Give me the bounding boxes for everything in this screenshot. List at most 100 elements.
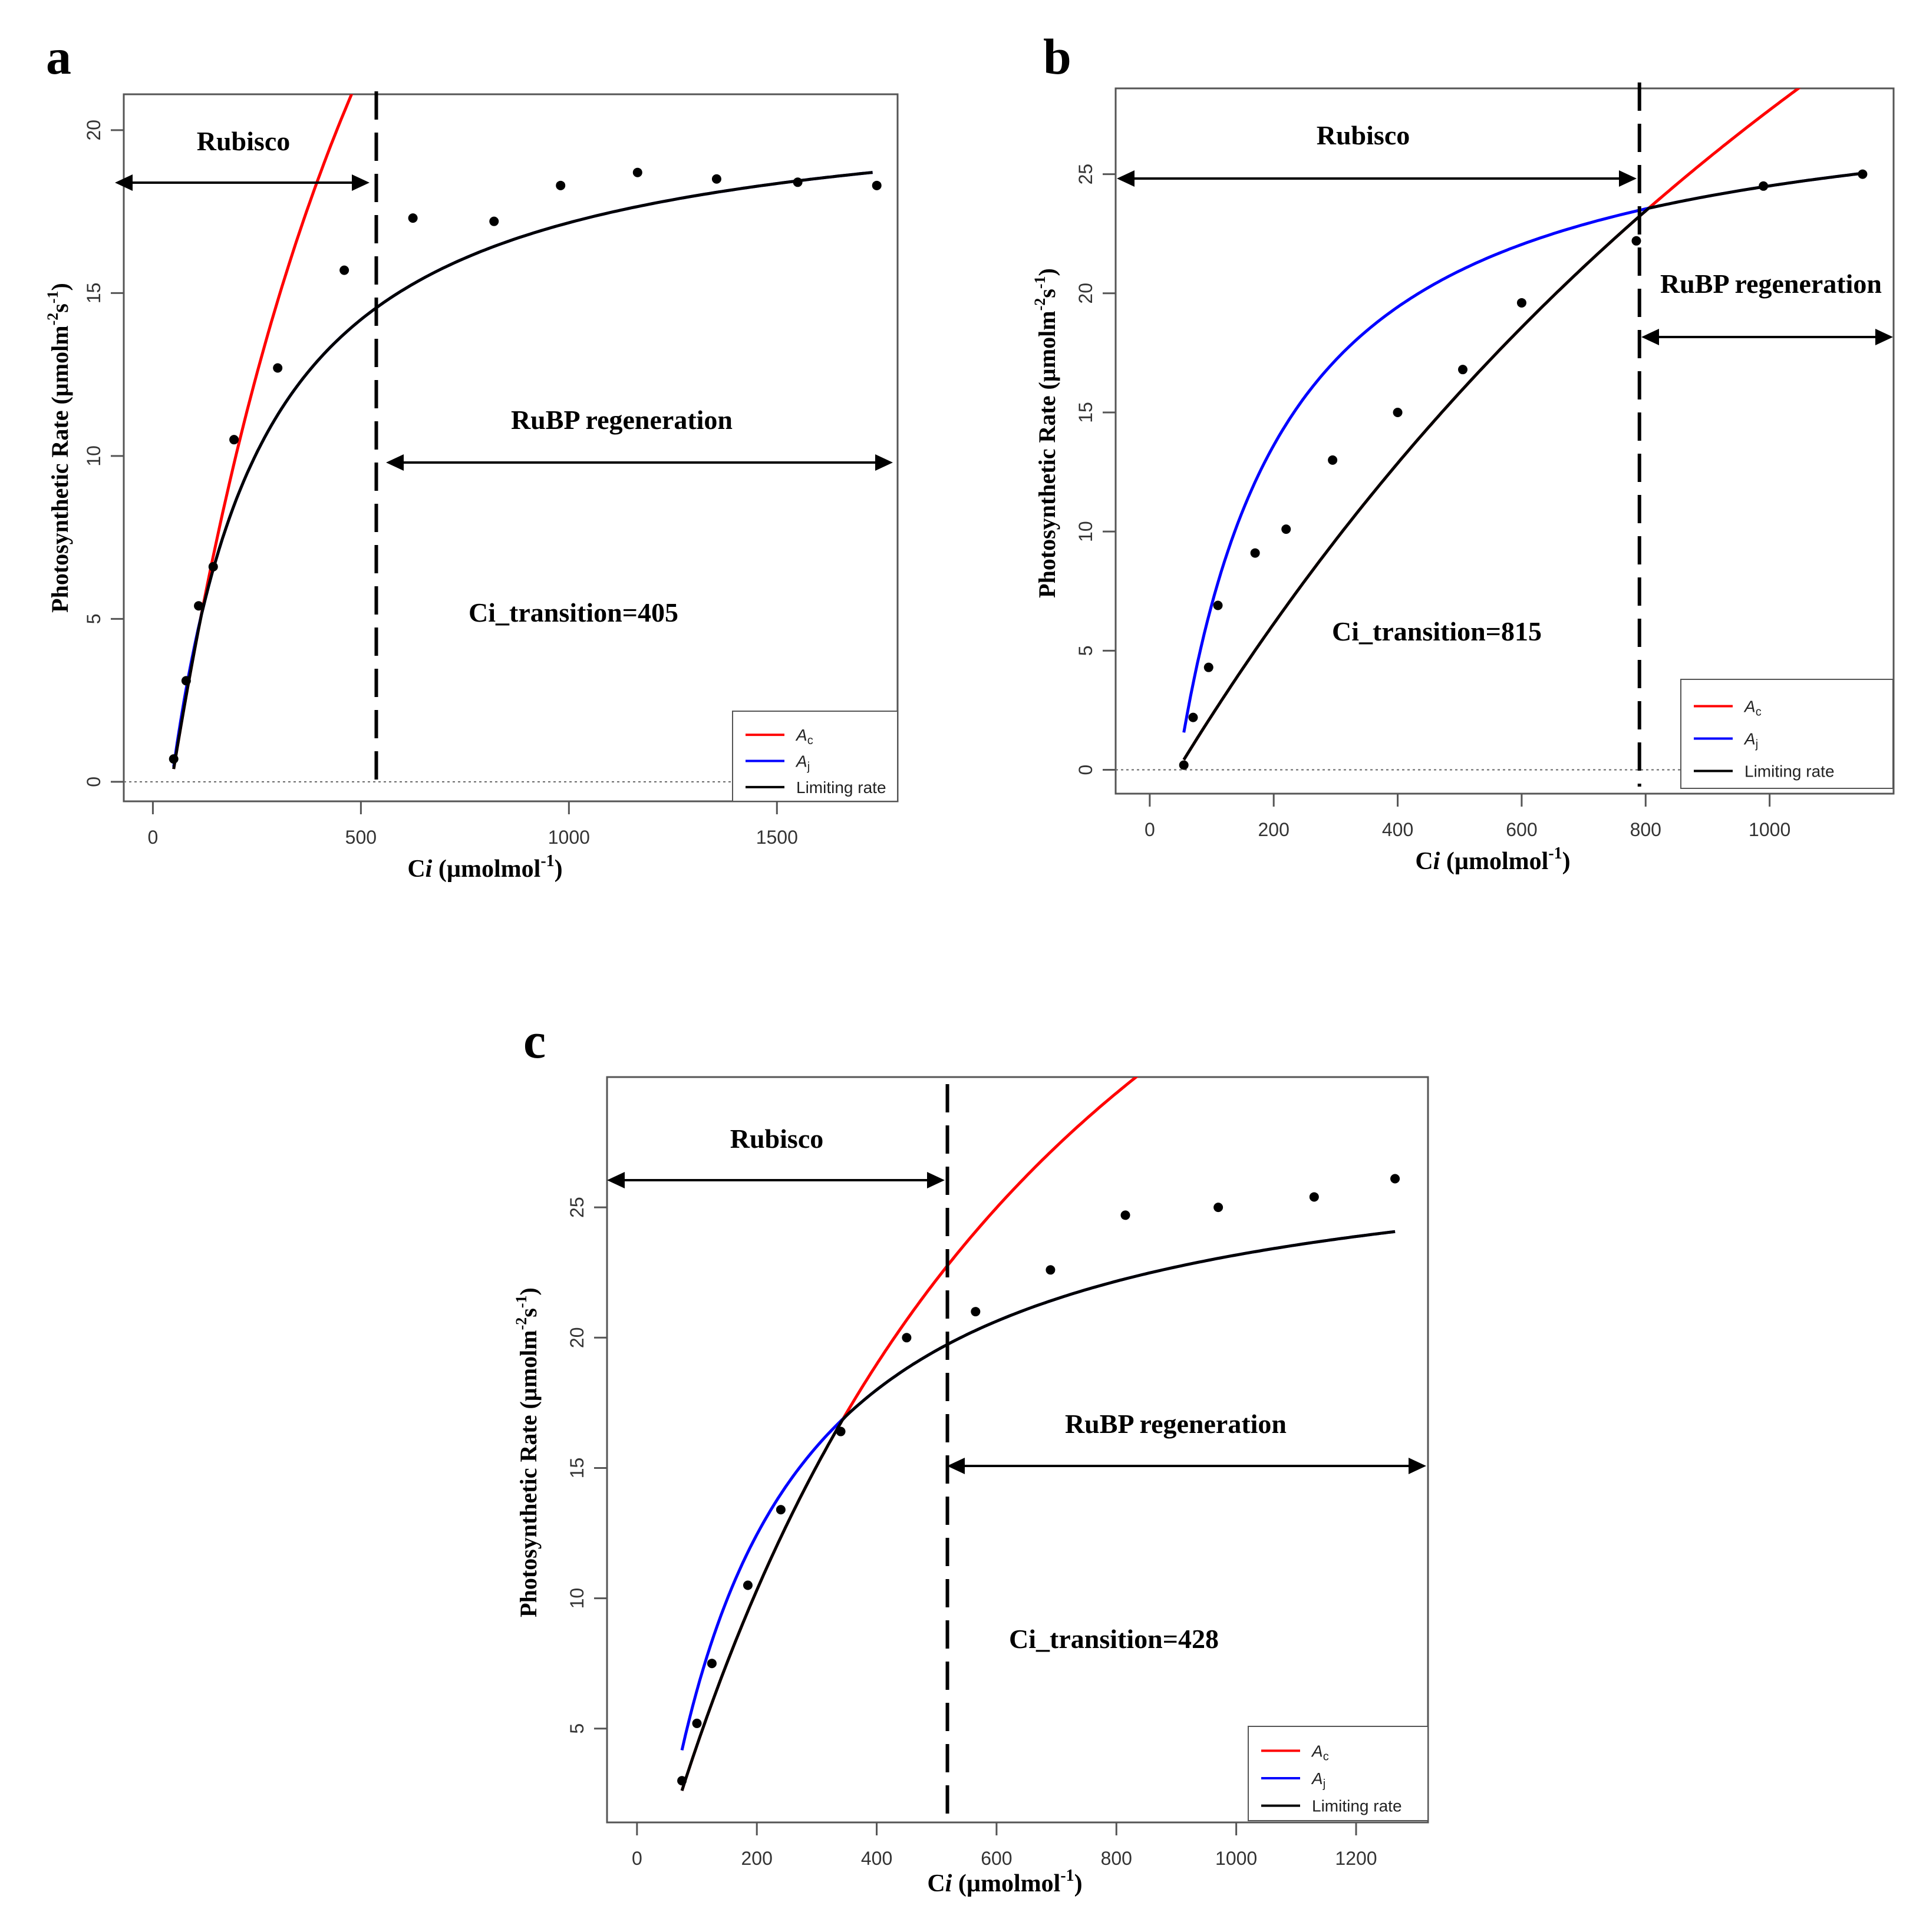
data-point — [1631, 236, 1641, 246]
legend-entry-label: Aj — [1743, 730, 1758, 751]
panel-b-label: b — [1043, 28, 1071, 85]
panel-c-label: c — [523, 1012, 546, 1069]
x-axis-title-exp: -1 — [540, 852, 554, 870]
rubisco-range-arrow — [115, 174, 370, 191]
rubisco-label: Rubisco — [1317, 120, 1410, 150]
y-axis-title-mid: s — [47, 303, 73, 313]
x-axis-title-c: C — [927, 1870, 945, 1897]
x-tick-label: 0 — [1145, 819, 1155, 840]
ci-transition-annotation: Ci_transition=428 — [1009, 1624, 1219, 1654]
x-axis-title-exp: -1 — [1548, 844, 1562, 863]
y-tick-label: 25 — [1075, 164, 1096, 185]
data-point — [1393, 407, 1403, 417]
data-point — [872, 180, 882, 190]
x-axis-title-unit: (µmolmol — [952, 1870, 1060, 1897]
legend-entry-label: Ac — [1311, 1742, 1329, 1763]
x-tick-label: 400 — [861, 1848, 892, 1869]
y-axis-title: Photosynthetic Rate (µmolm-2s-1) — [44, 283, 73, 613]
rubisco-range-arrow — [1117, 170, 1637, 187]
data-point — [743, 1580, 753, 1590]
legend: Ac Aj Limiting rate — [1680, 679, 1894, 789]
x-axis-title-unit: (µmolmol — [432, 856, 540, 883]
data-point — [556, 180, 566, 190]
limiting-rate-curve — [172, 171, 873, 770]
x-axis-title-exp: -1 — [1060, 1867, 1074, 1885]
plot-frame — [1114, 87, 1895, 795]
x-tick-label: 600 — [1506, 819, 1537, 840]
data-point — [836, 1426, 846, 1436]
y-tick-label: 5 — [1075, 645, 1096, 656]
legend-entry-label: Aj — [1311, 1769, 1325, 1791]
x-axis-title-close: ) — [1074, 1870, 1083, 1897]
ci-transition-annotation: Ci_transition=405 — [469, 597, 678, 628]
data-point — [273, 363, 283, 373]
data-point — [707, 1659, 717, 1669]
y-tick-label: 20 — [566, 1327, 588, 1349]
x-axis-title-close: ) — [555, 856, 563, 883]
legend-entry-label: Ac — [1743, 698, 1762, 719]
legend: Ac Aj Limiting rate — [1248, 1726, 1429, 1821]
y-axis-title-main: Photosynthetic Rate (µmolm — [1034, 311, 1060, 597]
data-point — [776, 1505, 786, 1515]
legend-entry-label: Limiting rate — [796, 778, 886, 797]
data-point — [677, 1776, 687, 1786]
legend: Ac Aj Limiting rate — [732, 711, 898, 802]
x-tick-label: 200 — [741, 1848, 773, 1869]
x-axis-title-unit: (µmolmol — [1440, 848, 1548, 875]
x-tick-label: 600 — [981, 1848, 1012, 1869]
y-axis-title-close: ) — [47, 283, 73, 290]
y-axis-title-exp1: -2 — [513, 1317, 530, 1330]
legend-entry-label: Limiting rate — [1744, 762, 1835, 781]
plot-frame — [606, 1076, 1429, 1824]
x-tick-label: 800 — [1101, 1848, 1132, 1869]
legend-entry-label: Aj — [795, 752, 810, 774]
y-tick-label: 10 — [1075, 521, 1096, 542]
y-axis-title-exp1: -2 — [44, 313, 61, 326]
x-axis-title-close: ) — [1562, 848, 1571, 875]
y-axis-title: Photosynthetic Rate (µmolm-2s-1) — [1031, 268, 1060, 598]
y-tick-label: 15 — [566, 1458, 588, 1479]
y-axis-title-mid: s — [1034, 289, 1060, 298]
rubp-regeneration-label: RuBP regeneration — [511, 405, 733, 435]
data-point — [408, 213, 418, 223]
data-point — [632, 167, 642, 177]
x-axis-title: Ci (µmolmol-1) — [927, 1867, 1082, 1897]
y-axis-title-exp2: -1 — [44, 291, 61, 304]
data-point — [1213, 600, 1223, 610]
x-tick-label: 1200 — [1335, 1848, 1377, 1869]
data-point — [229, 435, 239, 445]
plot-frame — [123, 93, 899, 802]
limiting-rate-curve — [680, 1230, 1396, 1791]
legend-entry-label: Limiting rate — [1312, 1797, 1402, 1815]
y-axis-title-close: ) — [1034, 268, 1060, 276]
x-tick-label: 800 — [1630, 819, 1661, 840]
rubisco-range-arrow — [607, 1172, 945, 1188]
data-point — [181, 676, 191, 686]
rubp-range-arrow — [947, 1458, 1426, 1474]
data-point — [1046, 1265, 1056, 1275]
data-point — [692, 1718, 702, 1728]
data-point — [194, 601, 204, 611]
data-point — [1759, 181, 1769, 191]
y-tick-label: 15 — [83, 283, 104, 304]
y-axis-title-exp1: -2 — [1031, 298, 1048, 311]
x-axis-title: Ci (µmolmol-1) — [1415, 844, 1570, 875]
data-point — [489, 216, 499, 226]
data-point — [902, 1333, 912, 1343]
data-point — [1188, 712, 1198, 722]
x-tick-label: 400 — [1382, 819, 1413, 840]
x-tick-label: 1000 — [1749, 819, 1790, 840]
data-point — [1281, 524, 1291, 534]
ci-transition-annotation: Ci_transition=815 — [1332, 616, 1542, 646]
panel-a-label: a — [46, 28, 71, 85]
x-tick-label: 0 — [148, 827, 159, 848]
data-point — [711, 174, 721, 184]
data-point — [339, 265, 349, 275]
data-point — [1179, 760, 1189, 770]
y-axis-title-main: Photosynthetic Rate (µmolm — [515, 1330, 542, 1617]
x-axis-title-i: i — [426, 856, 433, 883]
